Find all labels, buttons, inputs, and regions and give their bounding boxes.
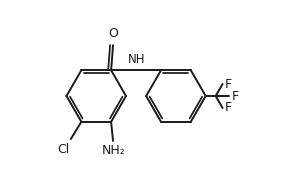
Text: F: F: [232, 89, 239, 103]
Text: O: O: [108, 27, 118, 41]
Text: F: F: [225, 101, 232, 114]
Text: F: F: [225, 78, 232, 91]
Text: NH₂: NH₂: [102, 144, 126, 157]
Text: NH: NH: [128, 53, 146, 66]
Text: Cl: Cl: [58, 142, 70, 156]
